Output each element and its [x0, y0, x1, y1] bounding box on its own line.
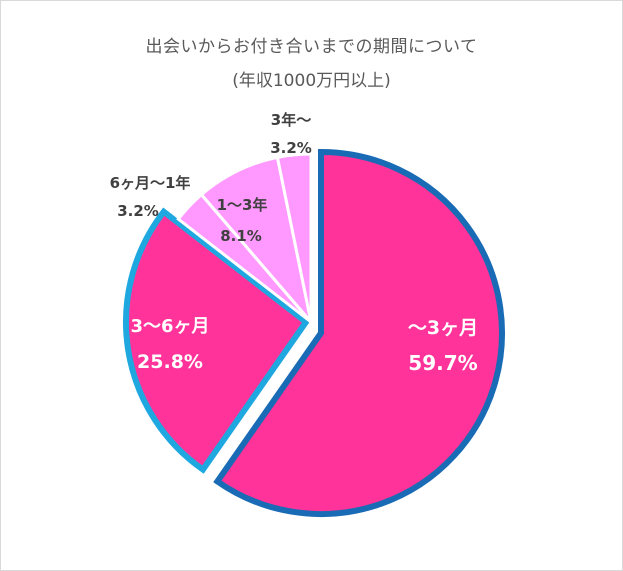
- pie-slices: [123, 148, 505, 517]
- slice-label-4-name: 3年〜: [271, 111, 311, 129]
- slice-label-0-name: 〜3ヶ月: [408, 317, 478, 339]
- slice-3-6-months: [123, 207, 311, 474]
- slice-under-3-months: [213, 148, 505, 517]
- slice-label-0-pct: 59.7%: [408, 351, 477, 375]
- slice-over-3-years: [275, 152, 313, 323]
- slice-label-1-pct: 25.8%: [137, 351, 203, 373]
- slice-label-1-name: 3〜6ヶ月: [130, 316, 209, 337]
- slice-label-4-pct: 3.2%: [270, 139, 312, 157]
- slice-label-3-name: 1〜3年: [217, 196, 268, 214]
- slice-label-2-pct: 3.2%: [117, 202, 159, 220]
- slice-label-2-name: 6ヶ月〜1年: [110, 174, 191, 192]
- chart-title: 出会いからお付き合いまでの期間について: [145, 37, 478, 57]
- chart-subtitle: (年収1000万円以上): [232, 71, 391, 91]
- slice-label-3-pct: 8.1%: [220, 227, 262, 245]
